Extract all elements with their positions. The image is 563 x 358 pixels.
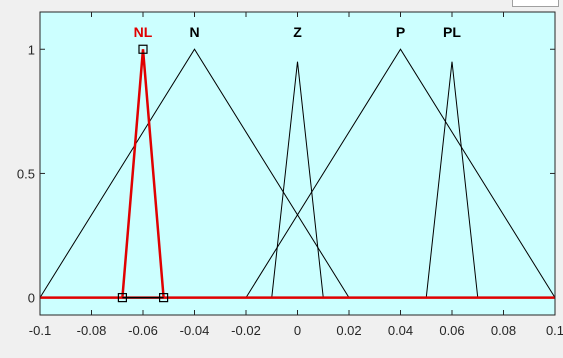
y-tick-label: 0: [28, 291, 35, 306]
mf-vertex-handle[interactable]: [117, 293, 128, 303]
mf-vertex-handle[interactable]: [138, 44, 148, 54]
mf-label-nl[interactable]: NL: [134, 24, 153, 40]
axes-frame: [39, 11, 556, 316]
mf-line-pl[interactable]: [425, 61, 479, 298]
y-tick-label: 0.5: [17, 166, 35, 181]
x-tick-label: 0.04: [388, 323, 413, 338]
x-tick-label: -0.08: [77, 323, 107, 338]
mf-vertex-handle[interactable]: [159, 293, 169, 303]
corner-control[interactable]: [512, 0, 559, 7]
x-tick-label: -0.1: [29, 323, 51, 338]
x-tick-label: 0.06: [439, 323, 464, 338]
x-tick-label: 0.08: [491, 323, 516, 338]
x-tick-label: 0.02: [336, 323, 361, 338]
mf-label-pl[interactable]: PL: [443, 24, 461, 40]
mf-line-p[interactable]: [245, 48, 556, 298]
x-tick-label: -0.04: [180, 323, 210, 338]
mf-label-z[interactable]: Z: [293, 24, 302, 40]
mf-label-n[interactable]: N: [189, 24, 199, 40]
y-tick-label: 1: [28, 42, 35, 57]
x-tick-label: 0.1: [546, 323, 563, 338]
x-tick-label: -0.02: [231, 323, 261, 338]
x-tick-label: -0.06: [128, 323, 158, 338]
x-tick-label: 0: [294, 323, 301, 338]
mf-line-z[interactable]: [271, 61, 324, 298]
mf-label-p[interactable]: P: [396, 24, 405, 40]
mf-line-nl-selected[interactable]: [121, 49, 165, 298]
plot-area: [40, 12, 555, 315]
